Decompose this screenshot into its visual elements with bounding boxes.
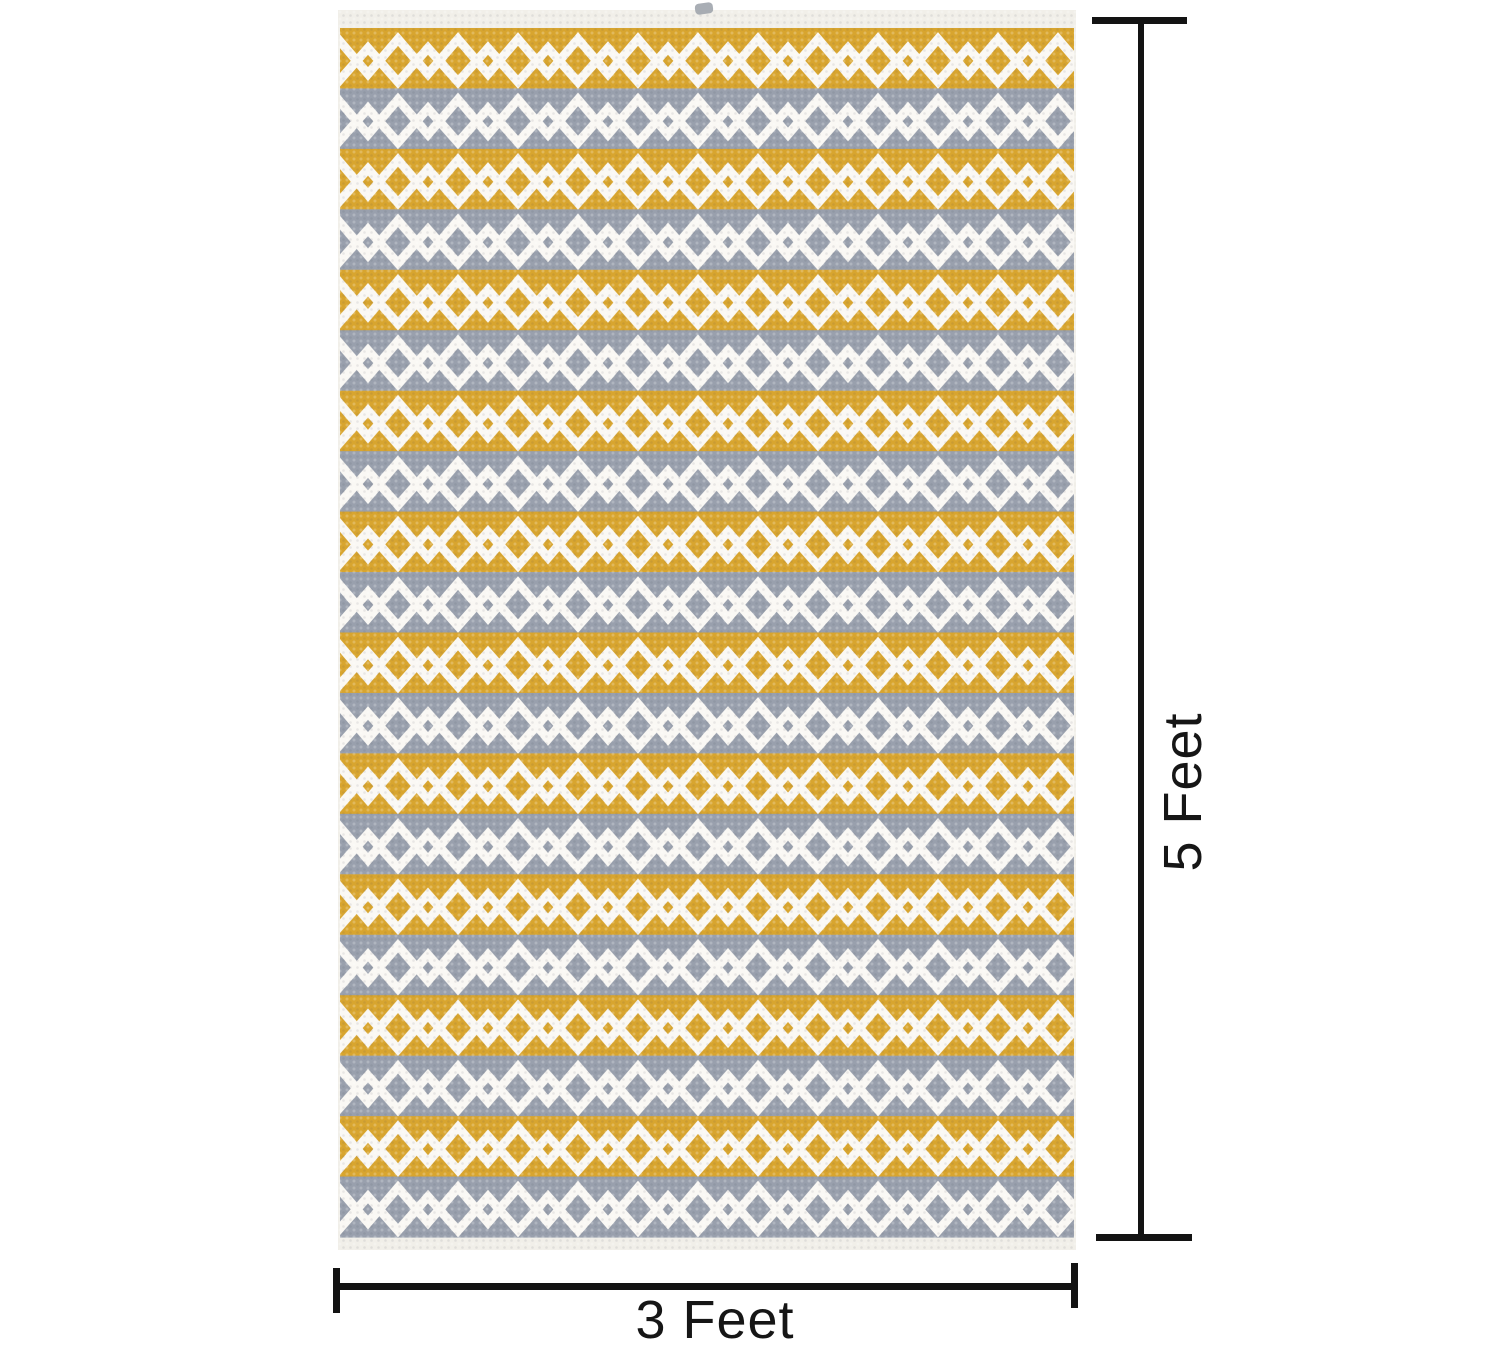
- height-dimension-bottom-cap: [1096, 1234, 1192, 1241]
- rug-photo: [338, 10, 1076, 1250]
- width-dimension-right-cap: [1071, 1263, 1078, 1308]
- rug-zigzag-pattern: [338, 10, 1076, 1250]
- width-dimension-line: [336, 1283, 1077, 1290]
- width-dimension-left-cap: [333, 1268, 340, 1313]
- height-dimension-label: 5 Feet: [1153, 712, 1213, 872]
- height-dimension-top-cap: [1092, 17, 1187, 24]
- height-dimension-line: [1138, 20, 1144, 1238]
- width-dimension-label: 3 Feet: [635, 1290, 795, 1350]
